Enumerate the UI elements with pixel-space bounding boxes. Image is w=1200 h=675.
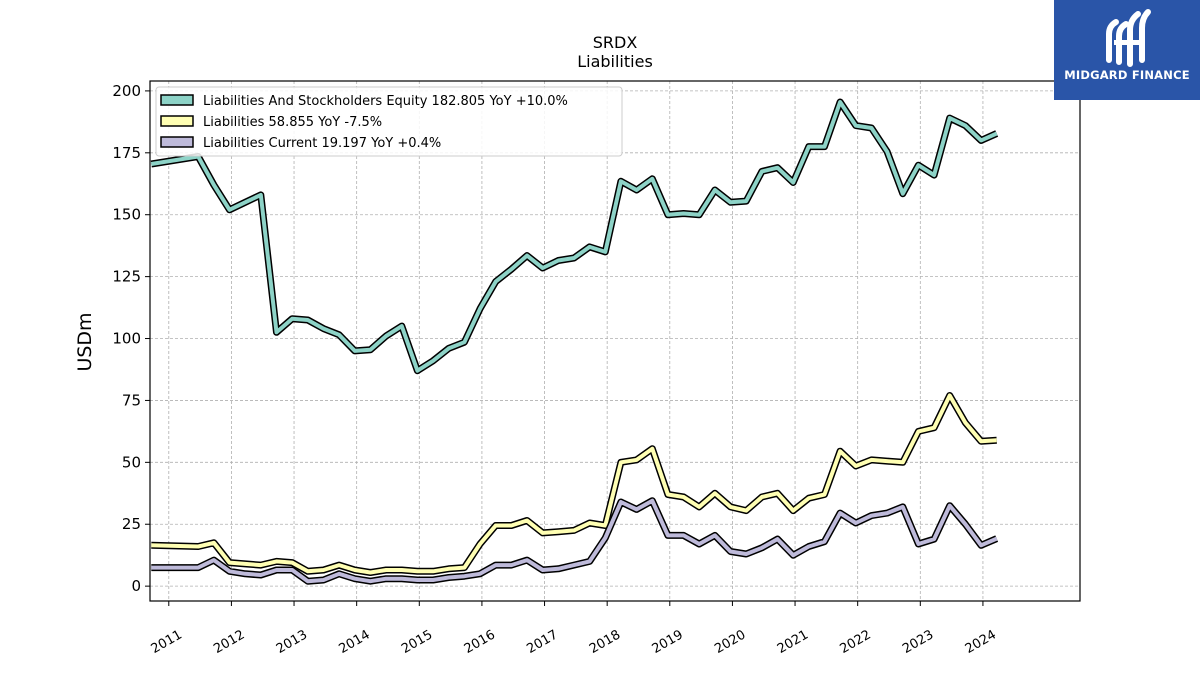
y-tick-label: 25 (122, 515, 141, 533)
x-tick-label: 2014 (337, 627, 373, 657)
brand-name: MIDGARD FINANCE (1064, 68, 1190, 82)
series-line (151, 498, 998, 584)
y-axis-label: USDm (74, 312, 96, 371)
x-tick-label: 2011 (149, 627, 185, 657)
x-tick-label: 2018 (587, 627, 623, 657)
midgard-logo-icon (1106, 9, 1151, 67)
series-line-outline (151, 392, 997, 576)
series-lines (150, 98, 999, 585)
grid (150, 81, 1080, 601)
x-tick-label: 2016 (462, 627, 498, 657)
y-tick-label: 50 (122, 453, 141, 471)
x-tick-label: 2024 (963, 627, 999, 657)
chart-subtitle: Liabilities (577, 52, 653, 71)
legend-label: Liabilities Current 19.197 YoY +0.4% (203, 136, 441, 151)
plot-frame (149, 80, 1081, 602)
x-tick-label: 2012 (211, 627, 247, 657)
x-tick-label: 2013 (274, 627, 310, 657)
y-tick-label: 150 (112, 206, 141, 224)
legend-box (155, 86, 623, 157)
y-tick-label: 125 (112, 268, 141, 286)
y-tick-label: 75 (122, 391, 141, 409)
legend-swatch (160, 94, 194, 106)
x-tick-label: 2022 (838, 627, 874, 657)
brand-logo: MIDGARD FINANCE (1054, 0, 1200, 100)
x-axis-ticks: 2011 2012 2013 2014 2015 2016 2017 2018 2019 2020… (149, 601, 999, 657)
y-tick-label: 100 (112, 330, 141, 348)
series-line (150, 100, 998, 373)
x-tick-label: 2019 (650, 627, 686, 657)
y-tick-label: 175 (112, 144, 141, 162)
chart-title: SRDX (593, 33, 638, 52)
x-tick-label: 2020 (712, 627, 748, 657)
legend-label: Liabilities And Stockholders Equity 182.… (203, 94, 568, 109)
y-tick-label: 0 (131, 577, 141, 595)
y-axis-ticks: 0 25 50 75 100 125 150 175 200 (112, 82, 150, 595)
legend-swatch (160, 136, 194, 148)
y-tick-label: 200 (112, 82, 141, 100)
legend: Liabilities And Stockholders Equity 182.… (155, 86, 623, 157)
series-line (151, 393, 997, 575)
legend-swatch (160, 115, 194, 127)
x-tick-label: 2023 (900, 627, 936, 657)
x-tick-label: 2021 (775, 627, 811, 657)
legend-label: Liabilities 58.855 YoY -7.5% (203, 115, 382, 130)
x-tick-label: 2015 (399, 627, 435, 657)
x-tick-label: 2017 (524, 627, 560, 657)
